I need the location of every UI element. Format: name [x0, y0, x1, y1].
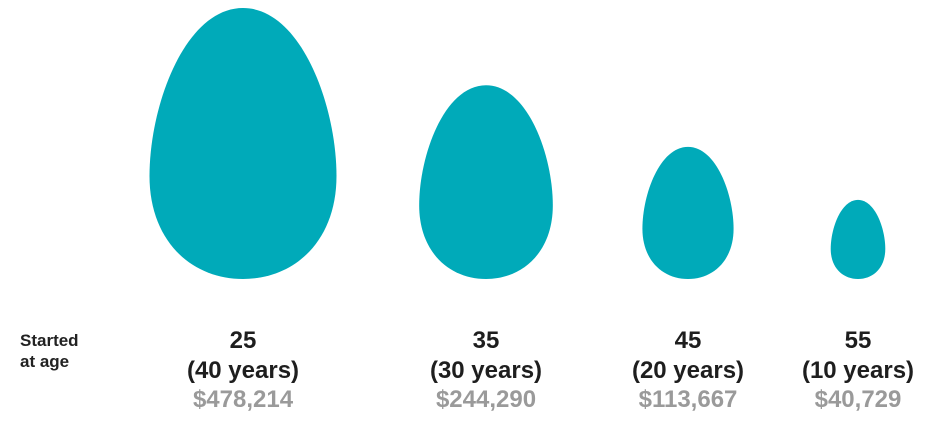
egg-mark-45 — [642, 146, 734, 279]
category-column-35: 35 (30 years) $244,290 — [401, 326, 571, 414]
row-label-line-2: at age — [20, 352, 70, 371]
category-column-55: 55 (10 years) $40,729 — [773, 326, 943, 414]
value-label: $40,729 — [814, 386, 902, 413]
category-duration-label: (40 years) — [186, 357, 300, 384]
egg-mark-25 — [149, 8, 337, 279]
egg-mark-35 — [419, 85, 553, 279]
category-duration-label: (30 years) — [429, 357, 543, 384]
row-label-line-1: Started — [20, 331, 79, 350]
category-age-label: 55 — [844, 327, 872, 354]
value-label: $478,214 — [192, 386, 294, 413]
category-age-label: 25 — [229, 327, 257, 354]
row-label: Started at age — [20, 330, 79, 372]
value-label: $244,290 — [435, 386, 537, 413]
egg-mark-55 — [830, 199, 886, 279]
category-column-25: 25 (40 years) $478,214 — [158, 326, 328, 414]
value-label: $113,667 — [638, 386, 738, 413]
category-age-label: 35 — [472, 327, 500, 354]
category-age-label: 45 — [674, 327, 702, 354]
category-column-45: 45 (20 years) $113,667 — [603, 326, 773, 414]
category-duration-label: (10 years) — [801, 357, 915, 384]
category-duration-label: (20 years) — [631, 357, 745, 384]
